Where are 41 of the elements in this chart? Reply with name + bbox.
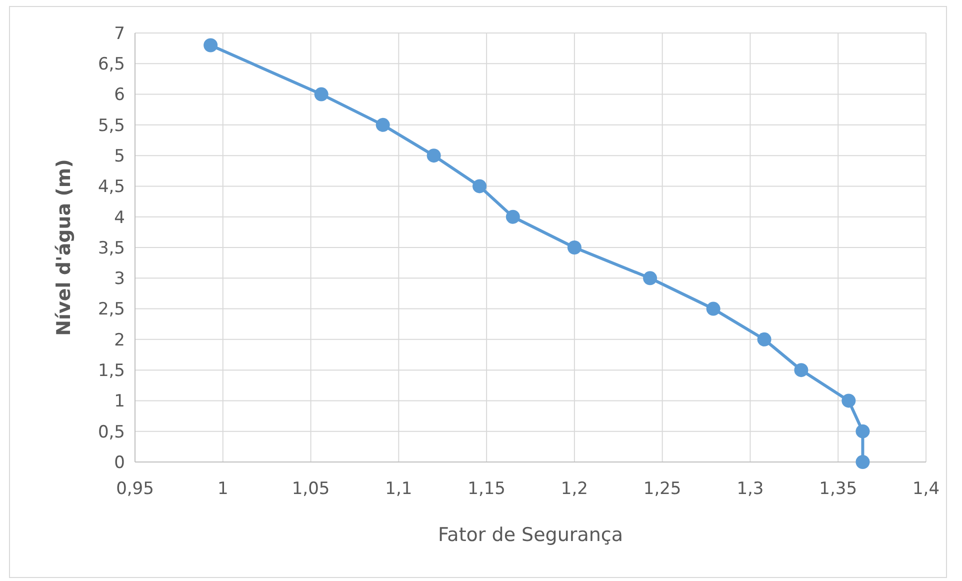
y-tick-label: 7 — [114, 24, 125, 44]
point — [706, 302, 720, 316]
point — [842, 394, 856, 408]
y-tick-label: 2,5 — [98, 300, 125, 320]
y-tick-label: 0,5 — [98, 422, 125, 442]
y-tick-label: 0 — [114, 452, 125, 473]
point — [856, 424, 870, 438]
point — [472, 179, 487, 194]
y-tick-label: 1 — [114, 392, 125, 412]
y-tick-label: 5 — [114, 146, 125, 167]
point — [426, 148, 441, 163]
x-tick-label: 0,95 — [116, 479, 154, 499]
y-tick-label: 2 — [114, 330, 125, 350]
x-tick-label: 1,05 — [292, 479, 330, 499]
x-tick-label: 1 — [217, 479, 228, 499]
y-tick-label: 1,5 — [98, 361, 125, 382]
x-axis-title: Fator de Segurança — [438, 524, 623, 546]
point — [856, 455, 870, 469]
y-tick-label: 4 — [114, 208, 125, 228]
x-tick-label: 1,2 — [560, 479, 588, 499]
y-axis-title: Nível d'água (m) — [53, 159, 75, 336]
point — [376, 118, 390, 132]
x-tick-label: 1,1 — [385, 479, 412, 499]
x-tick-label: 1,25 — [643, 479, 682, 499]
point — [204, 38, 218, 52]
point — [506, 210, 520, 224]
y-tick-label: 4,5 — [98, 177, 125, 198]
x-tick-label: 1,15 — [468, 479, 506, 499]
y-tick-label: 6 — [114, 85, 125, 106]
y-tick-label: 5,5 — [98, 116, 125, 136]
x-tick-label: 1,3 — [736, 479, 764, 499]
x-tick-label: 1,4 — [912, 479, 940, 499]
point — [567, 240, 582, 254]
point — [643, 271, 658, 286]
point — [757, 332, 772, 346]
x-tick-label: 1,35 — [819, 479, 858, 499]
y-tick-label: 3 — [114, 269, 125, 290]
point — [794, 363, 808, 378]
y-tick-label: 6,5 — [98, 54, 125, 75]
y-tick-label: 3,5 — [98, 238, 125, 258]
point — [314, 87, 328, 102]
